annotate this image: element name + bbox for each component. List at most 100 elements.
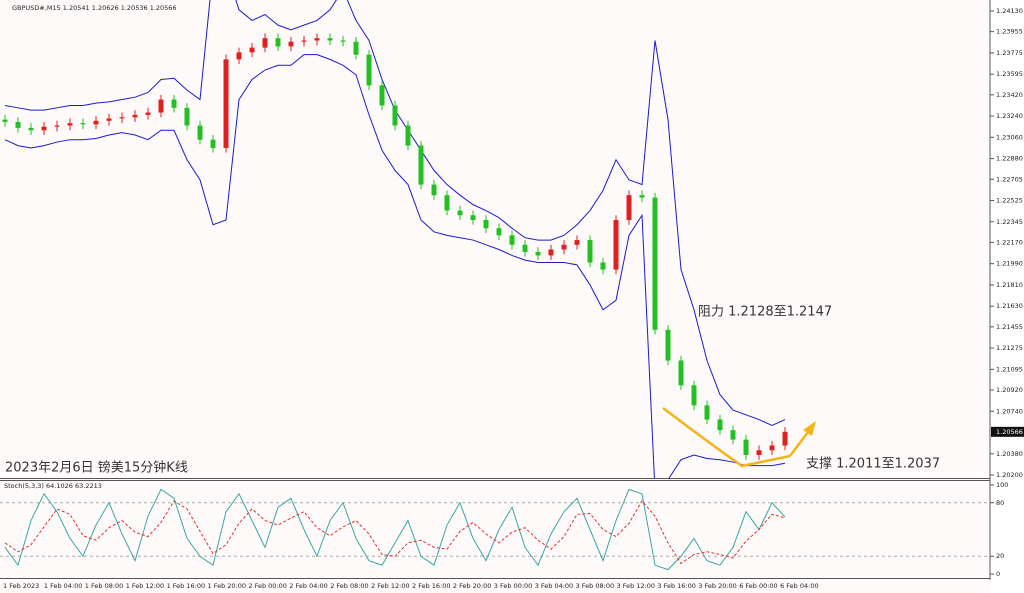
candle-body <box>171 99 177 108</box>
candle-body <box>730 430 736 440</box>
candle-body <box>743 439 749 455</box>
candle-body <box>379 85 385 106</box>
x-tick-label: 1 Feb 04:00 <box>44 582 83 590</box>
candle-body <box>574 240 580 245</box>
stoch-line <box>4 488 786 571</box>
candle-body <box>119 117 125 119</box>
x-tick-label: 1 Feb 20:00 <box>208 582 247 590</box>
y-tick-label: 1.23240 <box>996 112 1023 120</box>
candle-body <box>249 47 255 53</box>
candle-body <box>366 54 372 86</box>
stoch-header: Stoch(5,3,3) 64.1026 63.2213 <box>4 482 102 490</box>
x-tick-label: 1 Feb 2023 <box>3 582 39 590</box>
candle-body <box>67 123 73 126</box>
candle-body <box>782 431 788 446</box>
candle-body <box>626 195 632 220</box>
y-tick-label: 1.23955 <box>996 28 1023 36</box>
candle-body <box>210 139 216 148</box>
candle-body <box>106 118 112 121</box>
y-tick-label: 1.23595 <box>996 70 1023 78</box>
y-tick-label: 80 <box>996 499 1004 507</box>
candle-body <box>769 445 775 451</box>
y-tick-label: 1.22880 <box>996 155 1023 163</box>
x-tick-label: 6 Feb 04:00 <box>780 582 819 590</box>
y-tick-label: 1.22170 <box>996 238 1023 246</box>
y-tick-label: 1.23060 <box>996 133 1023 141</box>
y-tick-label: 1.20920 <box>996 386 1023 394</box>
candle-body <box>197 125 203 140</box>
y-tick-label: 1.23775 <box>996 49 1023 57</box>
candle-body <box>704 405 710 420</box>
x-tick-label: 3 Feb 20:00 <box>698 582 737 590</box>
candle-body <box>158 99 164 113</box>
candle-body <box>2 119 8 122</box>
resistance-note: 阻力 1.2128至1.2147 <box>698 305 832 320</box>
candle-body <box>652 197 658 330</box>
y-tick-label: 1.21095 <box>996 365 1023 373</box>
candle-body <box>314 38 320 41</box>
arrow-shaft <box>789 431 809 457</box>
x-tick-label: 3 Feb 00:00 <box>494 582 533 590</box>
candle-body <box>223 59 229 148</box>
candle-body <box>15 121 21 128</box>
current-price-label: 1.20566 <box>996 428 1023 436</box>
candle-body <box>418 145 424 185</box>
candle-body <box>613 219 619 270</box>
y-tick-label: 100 <box>996 481 1008 489</box>
y-tick-label: 20 <box>996 552 1004 560</box>
candle-body <box>145 112 151 115</box>
x-tick-label: 2 Feb 12:00 <box>371 582 410 590</box>
candle-body <box>470 215 476 220</box>
candle-body <box>457 210 463 216</box>
y-tick-label: 0 <box>996 570 1000 578</box>
x-tick-label: 6 Feb 00:00 <box>739 582 778 590</box>
y-tick-label: 1.21275 <box>996 344 1023 352</box>
x-tick-label: 2 Feb 04:00 <box>289 582 328 590</box>
low-value: 1.20536 <box>121 4 148 12</box>
stoch-line <box>4 500 786 565</box>
candle-body <box>600 262 606 270</box>
candle-body <box>405 125 411 146</box>
candle-body <box>327 38 333 41</box>
candle-body <box>691 385 697 406</box>
candle-body <box>431 184 437 196</box>
y-tick-label: 1.21810 <box>996 281 1023 289</box>
support-note: 支撑 1.2011至1.2037 <box>806 457 940 472</box>
support-curve <box>662 407 791 468</box>
stoch-signal-value: 63.2213 <box>75 482 102 490</box>
x-tick-label: 1 Feb 08:00 <box>85 582 124 590</box>
x-tick-label: 2 Feb 16:00 <box>412 582 451 590</box>
arrow-head <box>803 421 816 436</box>
candle-body <box>678 360 684 386</box>
candle-body <box>496 228 502 236</box>
candle-body <box>262 38 268 48</box>
candle-body <box>509 235 515 245</box>
y-tick-label: 1.21455 <box>996 323 1023 331</box>
candle-body <box>353 41 359 55</box>
x-tick-label: 3 Feb 16:00 <box>657 582 696 590</box>
candle-body <box>132 114 138 118</box>
candle-body <box>184 107 190 126</box>
candle-body <box>41 126 47 131</box>
stoch-panel <box>0 488 990 571</box>
x-tick-label: 3 Feb 08:00 <box>576 582 615 590</box>
y-tick-label: 1.22705 <box>996 175 1023 183</box>
x-tick-label: 2 Feb 20:00 <box>453 582 492 590</box>
candle-body <box>80 123 86 125</box>
candle-body <box>340 40 346 42</box>
candle-body <box>717 419 723 431</box>
candle-body <box>756 450 762 455</box>
y-tick-label: 1.21630 <box>996 302 1023 310</box>
candle-body <box>54 125 60 127</box>
candle-body <box>548 249 554 256</box>
y-tick-label: 1.20200 <box>996 471 1023 479</box>
header: GBPUSD#,M15 1.20541 1.20626 1.20536 1.20… <box>12 4 177 12</box>
stoch-title: Stoch(5,3,3) <box>4 482 44 490</box>
candle-body <box>522 244 528 252</box>
band-line <box>4 54 786 478</box>
x-tick-label: 2 Feb 00:00 <box>248 582 287 590</box>
candle-body <box>444 195 450 211</box>
x-tick-label: 2 Feb 08:00 <box>330 582 369 590</box>
current-price-box <box>991 426 1024 437</box>
